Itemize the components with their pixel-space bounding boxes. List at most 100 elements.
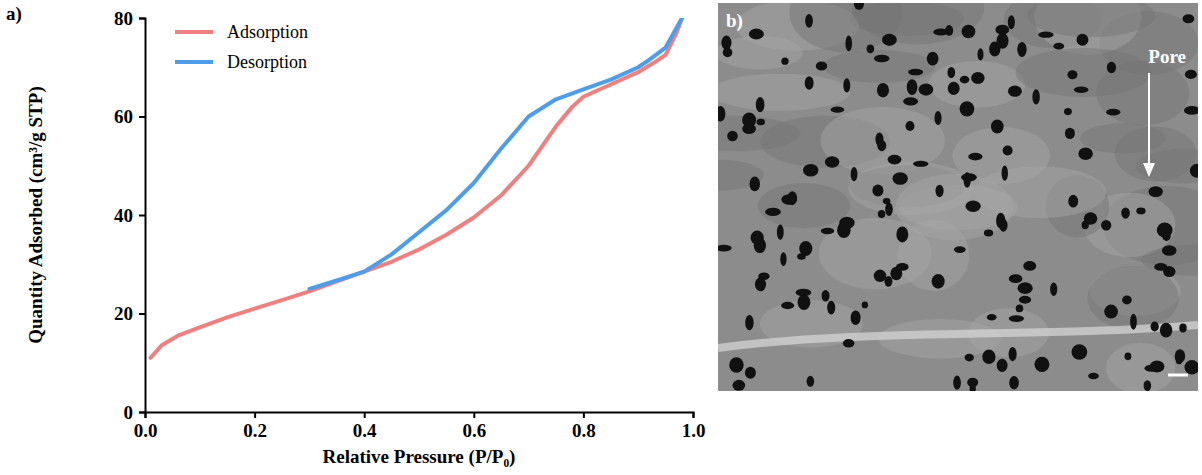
- pore-spot: [742, 123, 756, 134]
- pore-spot: [851, 310, 861, 325]
- tick-label: 0.2: [243, 420, 267, 441]
- pore-spot: [888, 155, 902, 165]
- pore-spot: [821, 228, 835, 234]
- pore-spot: [1009, 347, 1017, 361]
- tick-label: 40: [114, 205, 133, 226]
- tick: 0.4: [353, 412, 377, 441]
- pore-spot: [749, 29, 764, 40]
- pore-spot: [718, 106, 725, 122]
- pore-spot: [1162, 245, 1177, 256]
- pore-spot: [1071, 344, 1087, 359]
- pore-spot: [1019, 296, 1031, 304]
- pore-spot: [1038, 32, 1053, 38]
- pore-spot: [843, 78, 850, 92]
- pore-spot: [997, 359, 1008, 372]
- pore-spot: [1017, 42, 1026, 57]
- pore-spot: [798, 294, 811, 310]
- pore-spot: [991, 120, 1004, 134]
- pore-spot: [1122, 296, 1132, 305]
- pore-spot: [1017, 282, 1032, 294]
- micrograph-ridge: [718, 325, 1198, 348]
- pore-spot: [908, 69, 923, 76]
- pore-spot: [932, 274, 945, 289]
- tick: 0.8: [572, 412, 596, 441]
- pore-spot: [874, 270, 887, 282]
- pore-spot: [971, 72, 984, 84]
- pore-spot: [927, 52, 939, 66]
- pore-spot: [919, 84, 934, 96]
- pore-spot: [1074, 86, 1089, 93]
- pore-spot: [996, 213, 1005, 229]
- pore-spot: [984, 229, 993, 236]
- pore-spot: [885, 202, 893, 216]
- pore-spot: [1067, 70, 1077, 79]
- axis-line: [139, 19, 146, 413]
- pore-spot: [1034, 357, 1049, 372]
- pore-spot: [754, 238, 766, 253]
- pore-spot: [1016, 305, 1024, 313]
- pore-spot: [854, 3, 864, 10]
- pore-spot: [1064, 108, 1072, 115]
- series-line: [150, 18, 682, 358]
- pore-spot: [960, 101, 975, 116]
- pore-spot: [872, 184, 883, 196]
- pore-spot: [987, 314, 997, 321]
- annotation-arrowhead: [1143, 163, 1155, 177]
- legend-swatch: [175, 30, 213, 34]
- pore-spot: [729, 357, 743, 373]
- tick-label: 0.4: [353, 420, 377, 441]
- scale-bar: [1168, 374, 1188, 377]
- pore-spot: [866, 44, 874, 53]
- panel-label: a): [6, 3, 22, 25]
- tick-label: 0.0: [134, 420, 158, 441]
- pore-spot: [1107, 62, 1116, 73]
- micrograph-shade: [820, 107, 945, 174]
- pore-spot: [996, 33, 1008, 49]
- pore-spot: [1009, 315, 1024, 322]
- pore-spot: [1154, 263, 1167, 271]
- pore-spot: [965, 200, 980, 212]
- annotation-arrow: [1148, 73, 1150, 168]
- x-axis: 0.00.20.40.60.81.0: [134, 412, 706, 441]
- tick-label: 60: [114, 106, 133, 127]
- tick: 60: [114, 106, 145, 127]
- pore-spot: [816, 61, 827, 70]
- pore-spot: [913, 161, 929, 167]
- pore-spot: [1032, 89, 1039, 104]
- micrograph-shade: [718, 160, 764, 191]
- pore-spot: [745, 315, 753, 330]
- pore-spot: [805, 14, 813, 28]
- pore-spot: [1176, 356, 1183, 364]
- tick: 20: [114, 303, 145, 324]
- tick-label: 1.0: [682, 420, 706, 441]
- micrograph-shade: [851, 3, 984, 44]
- pore-spot: [845, 35, 852, 51]
- pore-spot: [905, 121, 914, 131]
- pore-spot: [1124, 353, 1131, 361]
- pore-spot: [1130, 314, 1137, 330]
- pore-spot: [1078, 147, 1093, 160]
- pore-spot: [756, 97, 765, 112]
- pore-spot: [1190, 164, 1198, 178]
- pore-spot: [965, 354, 974, 362]
- pore-spot: [1144, 365, 1158, 372]
- pore-spot: [825, 156, 840, 167]
- tick: 80: [114, 8, 145, 29]
- pore-spot: [1136, 207, 1145, 214]
- pore-spot: [890, 267, 902, 280]
- pore-spot: [1084, 212, 1098, 225]
- pore-spot: [877, 83, 889, 98]
- pore-spot: [1008, 15, 1015, 29]
- micrograph-shade: [718, 74, 850, 111]
- x-axis-title: Relative Pressure (P/P₀): [323, 446, 516, 468]
- tick-mark: [139, 116, 145, 118]
- pore-spot: [892, 172, 907, 185]
- tick: 40: [114, 205, 145, 226]
- pore-spot: [781, 58, 788, 65]
- pore-spot: [839, 217, 854, 230]
- micrograph-texture: [718, 3, 1198, 391]
- pore-spot: [803, 164, 818, 177]
- pore-spot: [805, 76, 814, 90]
- legend-label: Desorption: [227, 52, 307, 72]
- pore-spot: [757, 119, 765, 125]
